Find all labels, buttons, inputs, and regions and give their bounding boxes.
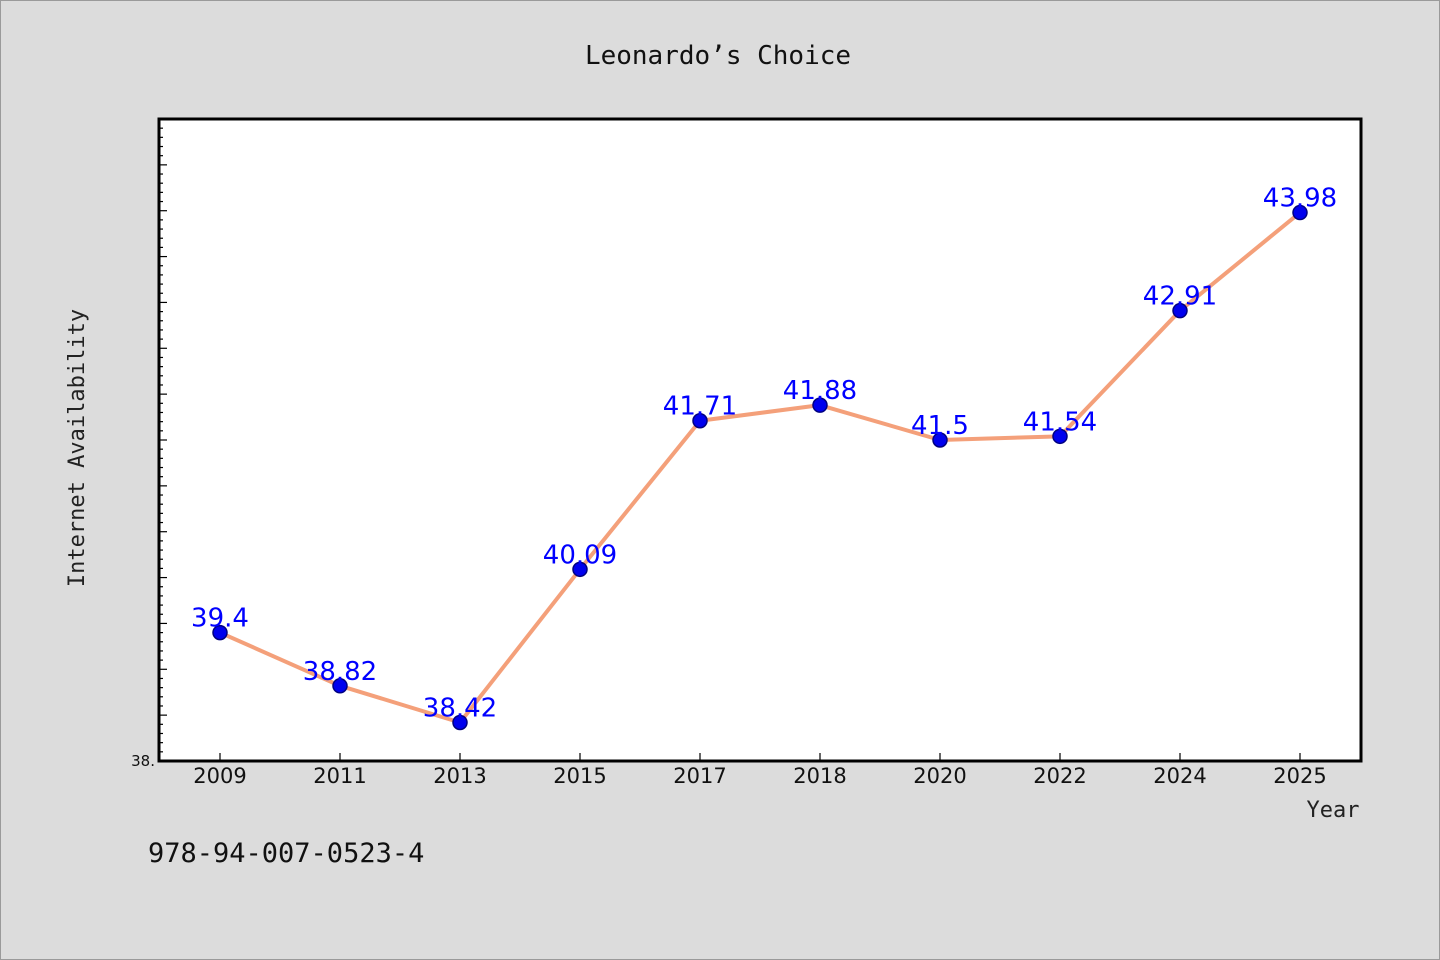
- data-label: 43.98: [1263, 184, 1337, 214]
- isbn-text: 978-94-007-0523-4: [148, 838, 424, 869]
- data-point: [812, 397, 828, 413]
- data-label: 38.42: [423, 693, 497, 723]
- data-point: [1052, 428, 1068, 445]
- data-point: [332, 678, 348, 694]
- data-label: 40.09: [543, 540, 617, 570]
- data-label: 38.82: [303, 657, 377, 687]
- data-point: [452, 714, 468, 731]
- data-label: 39.4: [191, 604, 249, 634]
- data-label: 41.54: [1023, 407, 1097, 437]
- x-tick-label: 2017: [673, 764, 726, 788]
- data-label: 41.5: [911, 411, 969, 441]
- chart-title: Leonardo’s Choice: [585, 41, 851, 71]
- data-point: [932, 432, 948, 448]
- x-axis-ticks: 2009 2011 2013 2015 2017 2018 2020 2022 2024 2025: [193, 753, 1327, 788]
- data-label: 41.71: [663, 392, 737, 422]
- y-axis-ticks: 38.: [131, 118, 167, 770]
- series-group: 39.4 38.82 38.42 40.09 41.71 41.88 41.5 41.54 42…: [191, 184, 1337, 731]
- data-point: [1172, 302, 1188, 319]
- x-tick-label: 2024: [1153, 764, 1206, 788]
- x-tick-label: 2018: [793, 764, 846, 788]
- x-tick-label: 2009: [193, 764, 246, 788]
- data-point: [692, 412, 708, 429]
- x-tick-label: 2011: [313, 764, 366, 788]
- x-tick-label: 2025: [1273, 764, 1326, 788]
- data-label: 42.91: [1143, 282, 1217, 312]
- x-tick-label: 2020: [913, 764, 966, 788]
- data-point: [572, 561, 588, 578]
- x-axis-label: Year: [1307, 798, 1360, 823]
- x-tick-label: 2022: [1033, 764, 1086, 788]
- data-label: 41.88: [783, 376, 857, 406]
- data-point: [1292, 204, 1308, 221]
- series-line: [219, 211, 1302, 725]
- plot-area: [157, 117, 1363, 763]
- y-axis-label: Internet Availability: [65, 309, 90, 587]
- x-tick-label: 2013: [433, 764, 486, 788]
- x-tick-label: 2015: [553, 764, 606, 788]
- data-point: [212, 624, 228, 641]
- y-tick-label: 38.: [131, 752, 155, 770]
